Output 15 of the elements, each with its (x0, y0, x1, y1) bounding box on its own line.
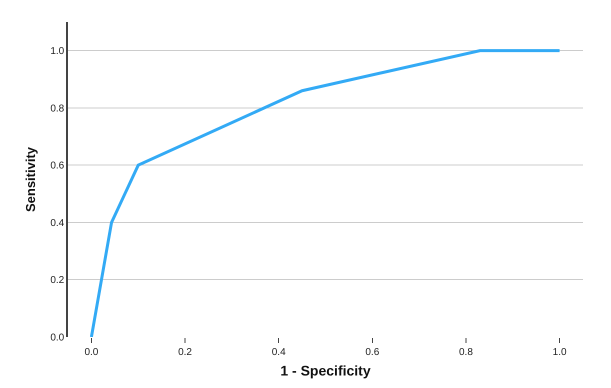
x-tick-label: 0.6 (365, 347, 380, 358)
x-axis-title: 1 - Specificity (280, 362, 371, 378)
y-tick-label: 0.6 (50, 160, 65, 172)
y-axis-title: Sensitivity (22, 146, 38, 212)
y-tick-label: 0.8 (50, 103, 65, 114)
x-tick-label: 0.8 (458, 347, 474, 358)
y-tick-label: 0.2 (50, 275, 65, 286)
y-tick-label: 1.0 (50, 46, 65, 58)
y-tick-label: 0.0 (50, 332, 65, 344)
y-tick-label: 0.4 (50, 218, 65, 229)
x-tick-label: 0.0 (84, 347, 99, 358)
line-series (90, 49, 562, 337)
x-tick-label: 0.4 (272, 347, 286, 358)
x-tick-label: 0.2 (178, 347, 192, 358)
x-tick-label: 1.0 (552, 347, 567, 358)
